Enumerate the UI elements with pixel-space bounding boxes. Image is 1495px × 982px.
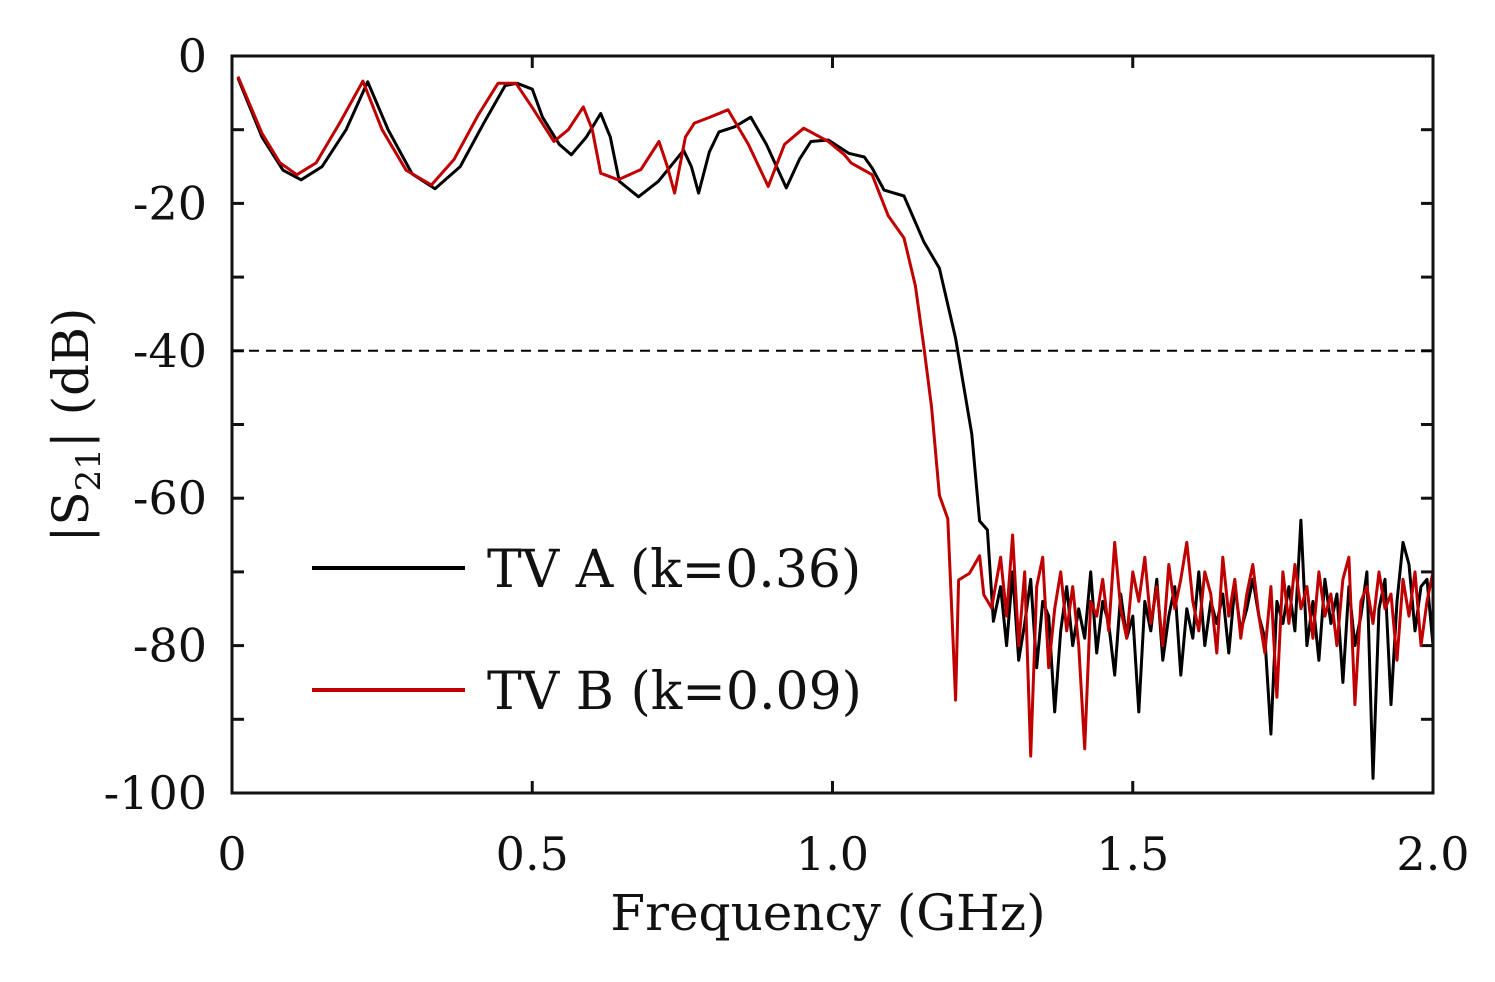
- y-tick-label: -100: [104, 766, 207, 820]
- legend: TV A (k=0.36) TV B (k=0.09): [312, 540, 862, 722]
- series-line-tv-b: [236, 76, 1435, 758]
- x-axis-title: Frequency (GHz): [610, 884, 1045, 942]
- y-tick-label: -40: [133, 324, 207, 378]
- series-line-tv-a: [236, 77, 1435, 780]
- x-tick-label: 0.5: [496, 827, 569, 881]
- x-tick-label: 1.5: [1096, 827, 1169, 881]
- y-tick-label: -80: [133, 619, 207, 673]
- legend-label-tv-a: TV A (k=0.36): [487, 540, 861, 600]
- x-tick-label: 2.0: [1396, 827, 1469, 881]
- x-tick-label: 0: [217, 827, 246, 881]
- y-tick-label: -60: [133, 471, 207, 525]
- y-tick-label: 0: [178, 29, 207, 83]
- series-lines: [236, 76, 1435, 780]
- plot-frame: [230, 54, 1435, 795]
- x-tick-label: 1.0: [796, 827, 869, 881]
- y-tick-label: -20: [133, 176, 207, 230]
- y-axis-title: |S21| (dB): [42, 308, 109, 543]
- legend-label-tv-b: TV B (k=0.09): [487, 662, 862, 722]
